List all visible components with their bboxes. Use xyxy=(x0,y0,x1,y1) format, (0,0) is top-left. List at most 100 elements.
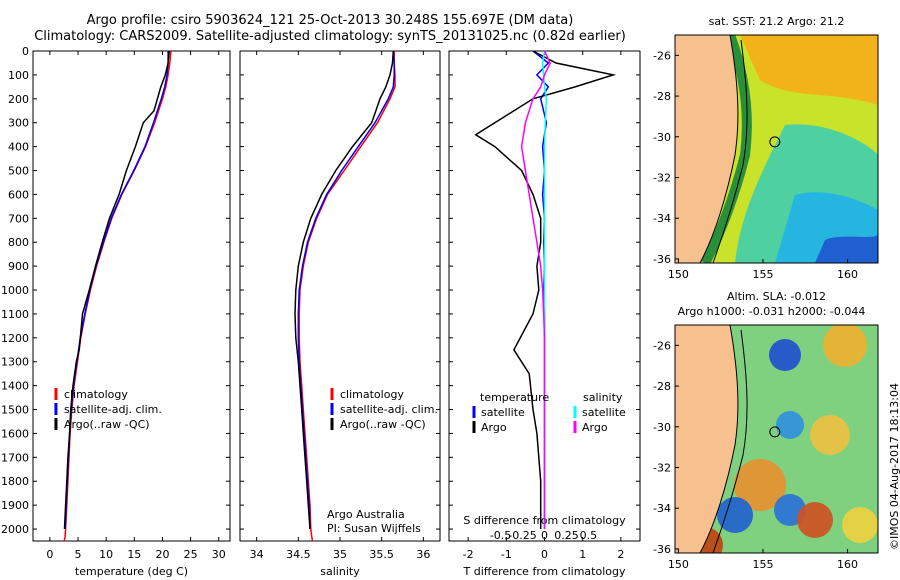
depth-tick-label: 500 xyxy=(8,165,29,178)
depth-tick-label: 0 xyxy=(22,45,29,58)
map_sla-ytick-label: -30 xyxy=(653,421,671,434)
sla-low-eddy xyxy=(776,411,804,439)
temperature-legend-label: Argo(..raw -QC) xyxy=(64,418,150,431)
sla-low-eddy xyxy=(769,339,801,371)
temperature-series-line xyxy=(63,50,170,530)
temperature-xtick-label: 0 xyxy=(46,548,53,561)
depth-tick-label: 1700 xyxy=(1,451,29,464)
sla-high-eddy xyxy=(842,507,878,543)
depth-tick-label: 1400 xyxy=(1,380,29,393)
difference-xtick2-label: -0.25 xyxy=(508,529,536,542)
difference-legend-title-temperature: temperature xyxy=(480,391,549,404)
map_sla-xtick-label: 160 xyxy=(837,558,858,571)
map_sla-panel: 150 155 160 -26 -28 -30 -32 -34 -36 Altim. SLA: -… xyxy=(653,290,879,571)
map_sst-ytick-label: -32 xyxy=(653,172,671,185)
temperature-xtick-label: 15 xyxy=(127,548,141,561)
map_sst-isobath xyxy=(712,39,748,263)
salinity-legend-label: climatology xyxy=(340,388,404,401)
map_sst-ytick-label: -36 xyxy=(653,253,671,266)
map_sst-xtick-label: 150 xyxy=(668,268,689,281)
difference-xtick-label: -1 xyxy=(501,548,512,561)
map_sla-ytick-label: -34 xyxy=(653,502,671,515)
sla-high-eddy xyxy=(810,415,850,455)
sla-high-eddy xyxy=(797,502,833,538)
difference-xtick2-label: 0.5 xyxy=(580,529,598,542)
map_sla-xtick-label: 150 xyxy=(668,558,689,571)
difference-legend-label: satellite xyxy=(582,406,626,419)
map_sst-panel: 150 155 160 -26 -28 -30 -32 -34 -36 sat. SST: 21.… xyxy=(653,15,879,281)
salinity-panel: 34 34.5 35 35.5 36 salinity climatology satelli… xyxy=(239,50,441,578)
map_sst-ytick-label: -30 xyxy=(653,131,671,144)
sst-coldest-region xyxy=(815,235,878,263)
map_sst-field xyxy=(675,35,878,263)
map-panels: 150 155 160 -26 -28 -30 -32 -34 -36 sat. SST: 21.… xyxy=(653,15,879,571)
map_sla-xtick-label: 155 xyxy=(752,558,773,571)
watermark: ©IMOS 04-Aug-2017 18:13:04 xyxy=(888,383,900,550)
salinity-series-line xyxy=(297,50,395,530)
temperature-legend-label: satellite-adj. clim. xyxy=(64,403,162,416)
depth-tick-label: 200 xyxy=(8,93,29,106)
temperature-panel: 0100200300400500600700800900100011001200… xyxy=(1,45,231,578)
difference-xtick2-label: 0.25 xyxy=(554,529,579,542)
difference-panel: -2 -1 0 1 2 T difference from climatology -0.5… xyxy=(448,50,641,578)
map_sla-ytick-label: -28 xyxy=(653,380,671,393)
depth-tick-label: 1900 xyxy=(1,499,29,512)
map_sla-frame xyxy=(674,324,879,554)
difference-xtick-label: 2 xyxy=(617,548,624,561)
map_sst-frame xyxy=(674,34,879,264)
depth-tick-label: 1200 xyxy=(1,332,29,345)
sla-high-eddy xyxy=(823,325,867,367)
credit-line1: Argo Australia xyxy=(327,508,405,521)
map_sla-ytick-label: -26 xyxy=(653,339,671,352)
temperature-xtick-label: 30 xyxy=(212,548,226,561)
map_sst-title: sat. SST: 21.2 Argo: 21.2 xyxy=(709,15,845,28)
figure-title-line1: Argo profile: csiro 5903624_121 25-Oct-2… xyxy=(86,13,574,28)
map_sla-field xyxy=(675,325,878,553)
temperature-xtick-label: 5 xyxy=(75,548,82,561)
salinity-xtick-label: 35.5 xyxy=(369,548,394,561)
difference-series-line xyxy=(474,50,617,529)
map_sst-xtick-label: 160 xyxy=(837,268,858,281)
salinity-legend-label: Argo(..raw -QC) xyxy=(340,418,426,431)
difference-legend-label: satellite xyxy=(481,406,525,419)
map_sla-isobath xyxy=(712,329,748,553)
depth-tick-label: 600 xyxy=(8,188,29,201)
profile-panels: 0100200300400500600700800900100011001200… xyxy=(1,45,641,578)
map_sla-title: Altim. SLA: -0.012 xyxy=(727,290,826,303)
temperature-xtick-label: 20 xyxy=(155,548,169,561)
figure-title-line2: Climatology: CARS2009. Satellite-adjuste… xyxy=(34,29,626,44)
map_sst-ytick-label: -34 xyxy=(653,212,671,225)
depth-tick-label: 100 xyxy=(8,69,29,82)
difference-xlabel: T difference from climatology xyxy=(463,565,626,578)
salinity-xtick-label: 36 xyxy=(416,548,430,561)
credit-line2: PI: Susan Wijffels xyxy=(327,522,421,535)
salinity-xtick-label: 34.5 xyxy=(286,548,311,561)
salinity-series-line xyxy=(294,50,395,530)
temperature-frame xyxy=(32,50,231,542)
depth-tick-label: 300 xyxy=(8,117,29,130)
difference-xtick2-label: -0.5 xyxy=(490,529,511,542)
map_sla-ytick-label: -32 xyxy=(653,462,671,475)
depth-tick-label: 1100 xyxy=(1,308,29,321)
temperature-legend-label: climatology xyxy=(64,388,128,401)
salinity-xlabel: salinity xyxy=(320,565,360,578)
difference-legend-label: Argo xyxy=(582,421,608,434)
depth-tick-label: 900 xyxy=(8,260,29,273)
map_sst-float-marker xyxy=(769,136,781,148)
depth-tick-label: 400 xyxy=(8,141,29,154)
difference-xtick-label: -2 xyxy=(463,548,474,561)
map_sla-ytick-label: -36 xyxy=(653,543,671,556)
depth-tick-label: 700 xyxy=(8,212,29,225)
depth-tick-label: 1600 xyxy=(1,427,29,440)
depth-tick-label: 800 xyxy=(8,236,29,249)
map_sst-land xyxy=(675,35,739,263)
map_sst-ytick-label: -26 xyxy=(653,49,671,62)
map_sst-xtick-label: 155 xyxy=(752,268,773,281)
map_sla-subtitle: Argo h1000: -0.031 h2000: -0.044 xyxy=(678,305,866,318)
difference-xtick-label: 1 xyxy=(579,548,586,561)
temperature-xlabel: temperature (deg C) xyxy=(75,565,188,578)
depth-tick-label: 1800 xyxy=(1,475,29,488)
depth-tick-label: 1500 xyxy=(1,404,29,417)
